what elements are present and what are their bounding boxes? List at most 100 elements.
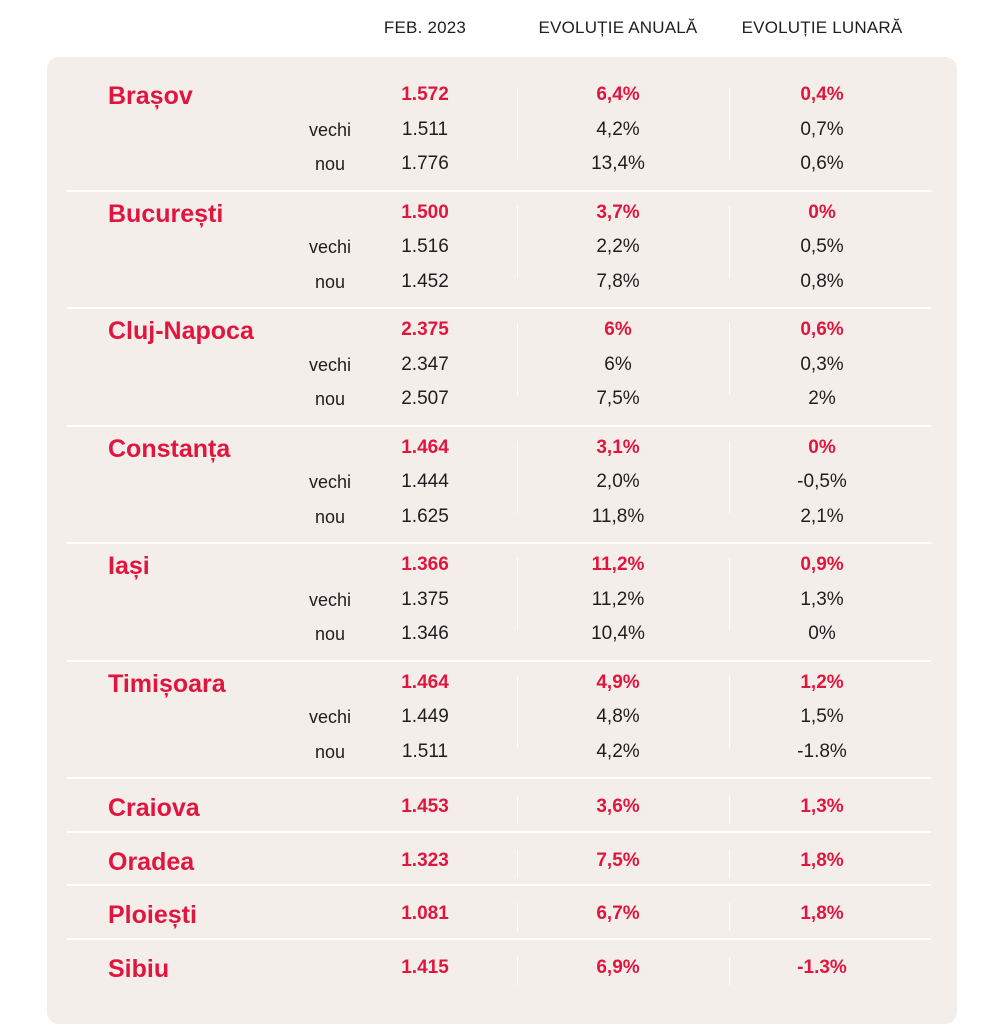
annual-value: 2,2% [596, 236, 640, 257]
row-separator [67, 830, 931, 833]
column-divider [517, 88, 518, 160]
monthly-value: 1,5% [800, 706, 844, 727]
row-separator [67, 884, 931, 886]
row-type-label: vechi [308, 472, 352, 492]
price-value: 1.776 [401, 153, 449, 174]
column-divider [729, 88, 730, 160]
column-divider [517, 849, 518, 878]
annual-total: 4,9% [596, 671, 640, 693]
monthly-value: 0,6% [800, 153, 844, 174]
monthly-total: 0,4% [800, 84, 844, 105]
annual-total: 6,9% [596, 956, 640, 978]
row-type-label: vechi [308, 589, 352, 610]
monthly-value: 2,1% [800, 505, 844, 527]
row-separator [67, 307, 931, 309]
monthly-value: 0,7% [800, 118, 844, 140]
monthly-total: 1,2% [800, 671, 844, 693]
price-total: 1.572 [401, 84, 449, 105]
row-type-label: vechi [308, 707, 352, 727]
annual-total: 7,5% [596, 849, 640, 871]
price-total: 1.464 [401, 436, 449, 458]
column-divider [729, 849, 730, 878]
price-value: 1.452 [401, 270, 449, 292]
column-divider [517, 675, 518, 748]
price-value: 2.347 [401, 353, 449, 375]
monthly-total: 0,6% [800, 319, 844, 340]
city-name: Ploiești [108, 901, 197, 929]
column-divider [729, 675, 730, 748]
annual-total: 6,4% [596, 84, 640, 105]
annual-value: 4,2% [596, 740, 640, 762]
annual-value: 2,0% [596, 471, 640, 492]
column-divider [517, 558, 518, 630]
price-value: 1.516 [401, 236, 449, 257]
monthly-value: 0% [808, 623, 836, 644]
row-type-label: nou [314, 506, 346, 527]
city-name: Constanța [108, 434, 231, 463]
row-separator [67, 777, 931, 779]
annual-value: 7,8% [596, 270, 640, 292]
price-total: 1.500 [401, 201, 449, 223]
monthly-value: 1,3% [800, 588, 844, 610]
column-divider [729, 440, 730, 513]
row-type-label: vechi [308, 354, 352, 375]
annual-total: 6,7% [596, 903, 640, 924]
monthly-value: -0,5% [797, 471, 847, 492]
monthly-value: 0,5% [800, 236, 844, 257]
annual-value: 10,4% [591, 623, 645, 644]
row-type-label: nou [314, 741, 346, 762]
annual-value: 7,5% [596, 388, 640, 409]
row-type-label: nou [314, 154, 346, 174]
city-name: Cluj-Napoca [108, 317, 254, 345]
row-type-label: vechi [308, 237, 352, 257]
city-name: Brașov [108, 82, 193, 110]
header-monthly: EVOLUȚIE LUNARĂ [741, 18, 903, 37]
price-value: 1.346 [401, 623, 449, 644]
annual-total: 3,6% [596, 796, 640, 817]
monthly-value: -1.8% [797, 740, 847, 762]
monthly-total: 1,8% [800, 849, 844, 871]
column-divider [729, 903, 730, 931]
row-type-label: vechi [308, 119, 352, 140]
monthly-total: 0% [808, 436, 836, 458]
data-table-panel [47, 57, 957, 1024]
header-month: FEB. 2023 [383, 18, 467, 37]
row-type-label: nou [314, 624, 346, 644]
monthly-total: 1,3% [800, 796, 844, 817]
column-divider [517, 796, 518, 824]
header-annual: EVOLUȚIE ANUALĂ [538, 18, 698, 37]
price-value: 1.375 [401, 588, 449, 610]
price-total: 1.453 [401, 796, 449, 817]
annual-total: 3,1% [596, 436, 640, 458]
city-name: Oradea [108, 847, 195, 876]
price-total: 1.464 [401, 671, 449, 693]
row-separator [67, 937, 931, 940]
annual-value: 6% [604, 353, 632, 375]
column-divider [729, 323, 730, 395]
price-value: 1.444 [401, 471, 449, 492]
city-name: București [108, 199, 224, 228]
monthly-value: 0,3% [800, 353, 844, 375]
price-value: 1.511 [401, 740, 449, 762]
row-separator [67, 542, 931, 544]
column-divider [517, 205, 518, 278]
monthly-total: -1.3% [797, 956, 847, 978]
monthly-value: 0,8% [800, 270, 844, 292]
annual-value: 4,8% [596, 706, 640, 727]
column-divider [729, 205, 730, 278]
column-divider [517, 323, 518, 395]
row-separator [67, 424, 931, 427]
column-divider [729, 558, 730, 630]
column-divider [517, 440, 518, 513]
city-name: Iași [108, 552, 150, 580]
annual-value: 11,8% [591, 505, 645, 527]
row-type-label: nou [314, 271, 346, 292]
price-value: 2.507 [401, 388, 449, 409]
annual-value: 11,2% [591, 588, 645, 610]
price-total: 1.081 [401, 903, 449, 924]
annual-value: 13,4% [591, 153, 645, 174]
city-name: Craiova [108, 794, 200, 822]
column-divider [729, 796, 730, 824]
price-total: 1.415 [401, 956, 449, 978]
row-separator [67, 189, 931, 192]
